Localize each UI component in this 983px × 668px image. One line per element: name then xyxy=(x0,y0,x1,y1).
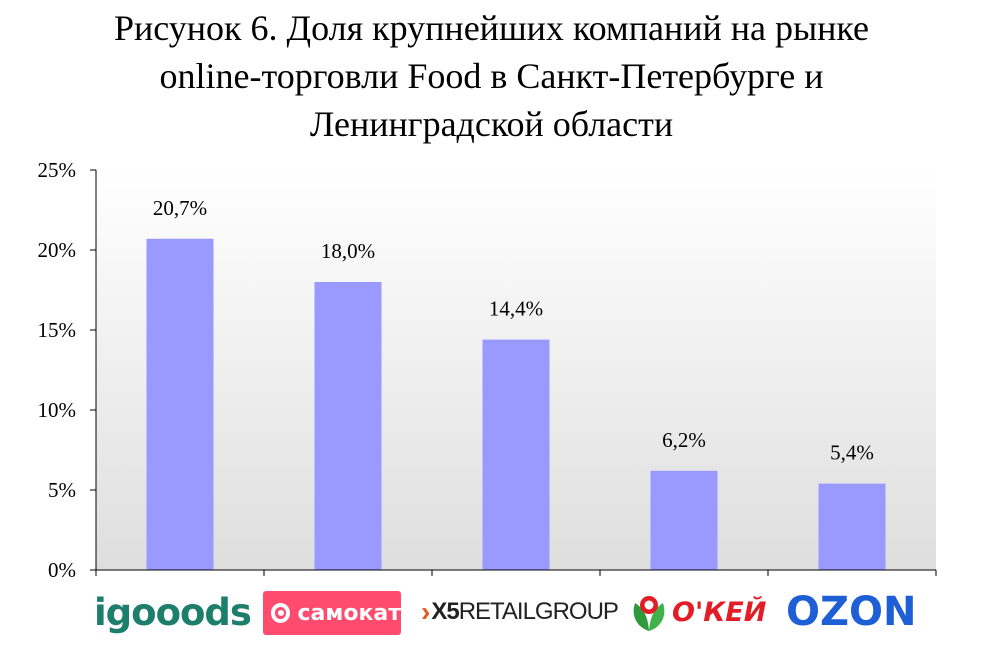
samokat-logo: самокат xyxy=(263,591,401,635)
y-tick-label-0: 0% xyxy=(48,558,76,582)
x5-chevron-icon: › xyxy=(421,596,430,627)
bar-1 xyxy=(146,238,214,571)
data-label-2: 18,0% xyxy=(321,239,375,263)
y-tick-label-3: 15% xyxy=(38,318,77,342)
ozon-logo-text: OZON xyxy=(786,589,917,635)
data-label-4: 6,2% xyxy=(662,428,706,452)
bar-2 xyxy=(314,282,382,570)
bar-4 xyxy=(650,470,718,570)
okey-leaf-icon xyxy=(633,596,665,631)
samokat-logo-text: самокат xyxy=(297,600,401,626)
bar-5 xyxy=(818,483,886,570)
bar-3 xyxy=(482,339,550,570)
y-tick-label-2: 10% xyxy=(38,398,77,422)
igooods-logo-text: igooods xyxy=(94,590,252,634)
data-label-5: 5,4% xyxy=(830,441,874,465)
samokat-ring-icon xyxy=(271,603,291,623)
okey-logo-text: О'КЕЙ xyxy=(672,596,767,628)
okey-logo: О'КЕЙ xyxy=(628,588,766,636)
chart-title: Рисунок 6. Доля крупнейших компаний на р… xyxy=(0,4,983,148)
x5-retail-group-logo: › X5 RETAILGROUP xyxy=(421,588,619,636)
ozon-logo: OZON xyxy=(786,588,917,636)
y-tick-label-1: 5% xyxy=(48,478,76,502)
data-label-3: 14,4% xyxy=(489,297,543,321)
title-line-3: Ленинградской области xyxy=(309,104,674,144)
title-line-1: Рисунок 6. Доля крупнейших компаний на р… xyxy=(114,8,869,48)
igooods-logo: igooods xyxy=(94,588,252,636)
x5-logo-prefix: X5 xyxy=(431,598,459,625)
y-tick-label-5: 25% xyxy=(38,158,77,182)
y-tick-label-4: 20% xyxy=(38,238,77,262)
title-line-2: online-торговли Food в Санкт-Петербурге … xyxy=(159,56,824,96)
x5-logo-suffix: RETAILGROUP xyxy=(458,598,619,625)
data-label-1: 20,7% xyxy=(153,196,207,220)
